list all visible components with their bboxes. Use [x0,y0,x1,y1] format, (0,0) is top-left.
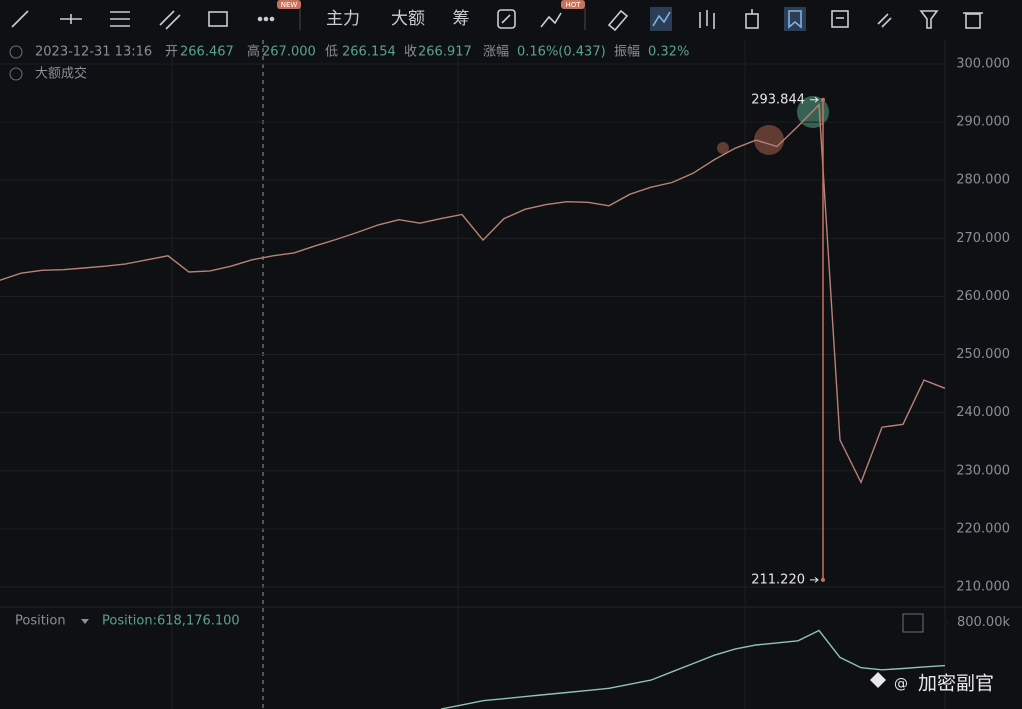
badge-text: HOT [565,1,581,9]
extreme-arrow [810,96,819,103]
watermark: 加密副官 [918,673,994,695]
y-tick-label: 240.000 [956,405,1010,420]
dropdown[interactable] [81,619,89,624]
pane-legend: Position:618,176.100 [102,614,240,629]
ohlc-value: 0.16%(0.437) [517,45,606,60]
toolbar-icons[interactable] [11,7,983,32]
y-tick-label: 290.000 [956,115,1010,130]
series-line [440,629,945,709]
trade-bubble [754,125,784,155]
ohlc-value: 266.467 [180,45,234,60]
watermark-logo [870,672,886,688]
extreme-label: 293.844 [751,92,805,107]
toolbar-button[interactable]: 筹 [453,9,470,29]
y-tick-label: 270.000 [956,231,1010,246]
pane-title: Position [15,614,66,629]
ohlc-value: 266.154 [342,45,396,60]
extreme-dot [821,577,825,582]
extreme-dot [821,97,825,102]
y-tick-label: 220.000 [956,521,1010,536]
ohlc-label: 收 [404,45,417,60]
y-tick-label: 230.000 [956,463,1010,478]
collapse-icon[interactable] [9,45,23,59]
y-tick-label: 280.000 [956,173,1010,188]
badge [561,0,585,9]
y-tick-label: 210.000 [956,580,1010,595]
trade-bubble [717,142,729,154]
y-tick-label: 250.000 [956,347,1010,362]
series-line [0,103,945,485]
indicator: 大额成交 [35,66,87,82]
badge-text: NEW [281,1,298,9]
ohlc-label: 开 [165,45,178,60]
toolbar-button[interactable]: 大额 [391,9,425,29]
extreme-arrow [810,577,819,583]
collapse-icon[interactable] [9,67,23,81]
time: 2023-12-31 13:16 [35,45,152,60]
ohlc-value: 0.32% [648,45,689,60]
extreme-label: 211.220 [751,572,805,587]
ohlc-label: 高 [247,44,260,60]
ohlc-label: 低 [325,45,338,60]
toolbar-button[interactable]: 主力 [326,9,360,29]
expand-button[interactable] [902,613,924,633]
ohlc-label: 涨幅 [483,45,509,60]
badge [277,0,301,9]
y-tick-label: 300.000 [956,57,1010,72]
ohlc-value: 267.000 [262,45,316,60]
ohlc-value: 266.917 [418,45,472,60]
ohlc-label: 振幅 [614,45,640,60]
y-tick-label: 260.000 [956,289,1010,304]
watermark-at: @ [894,676,908,692]
y-tick-label: 800.00k [957,615,1010,630]
